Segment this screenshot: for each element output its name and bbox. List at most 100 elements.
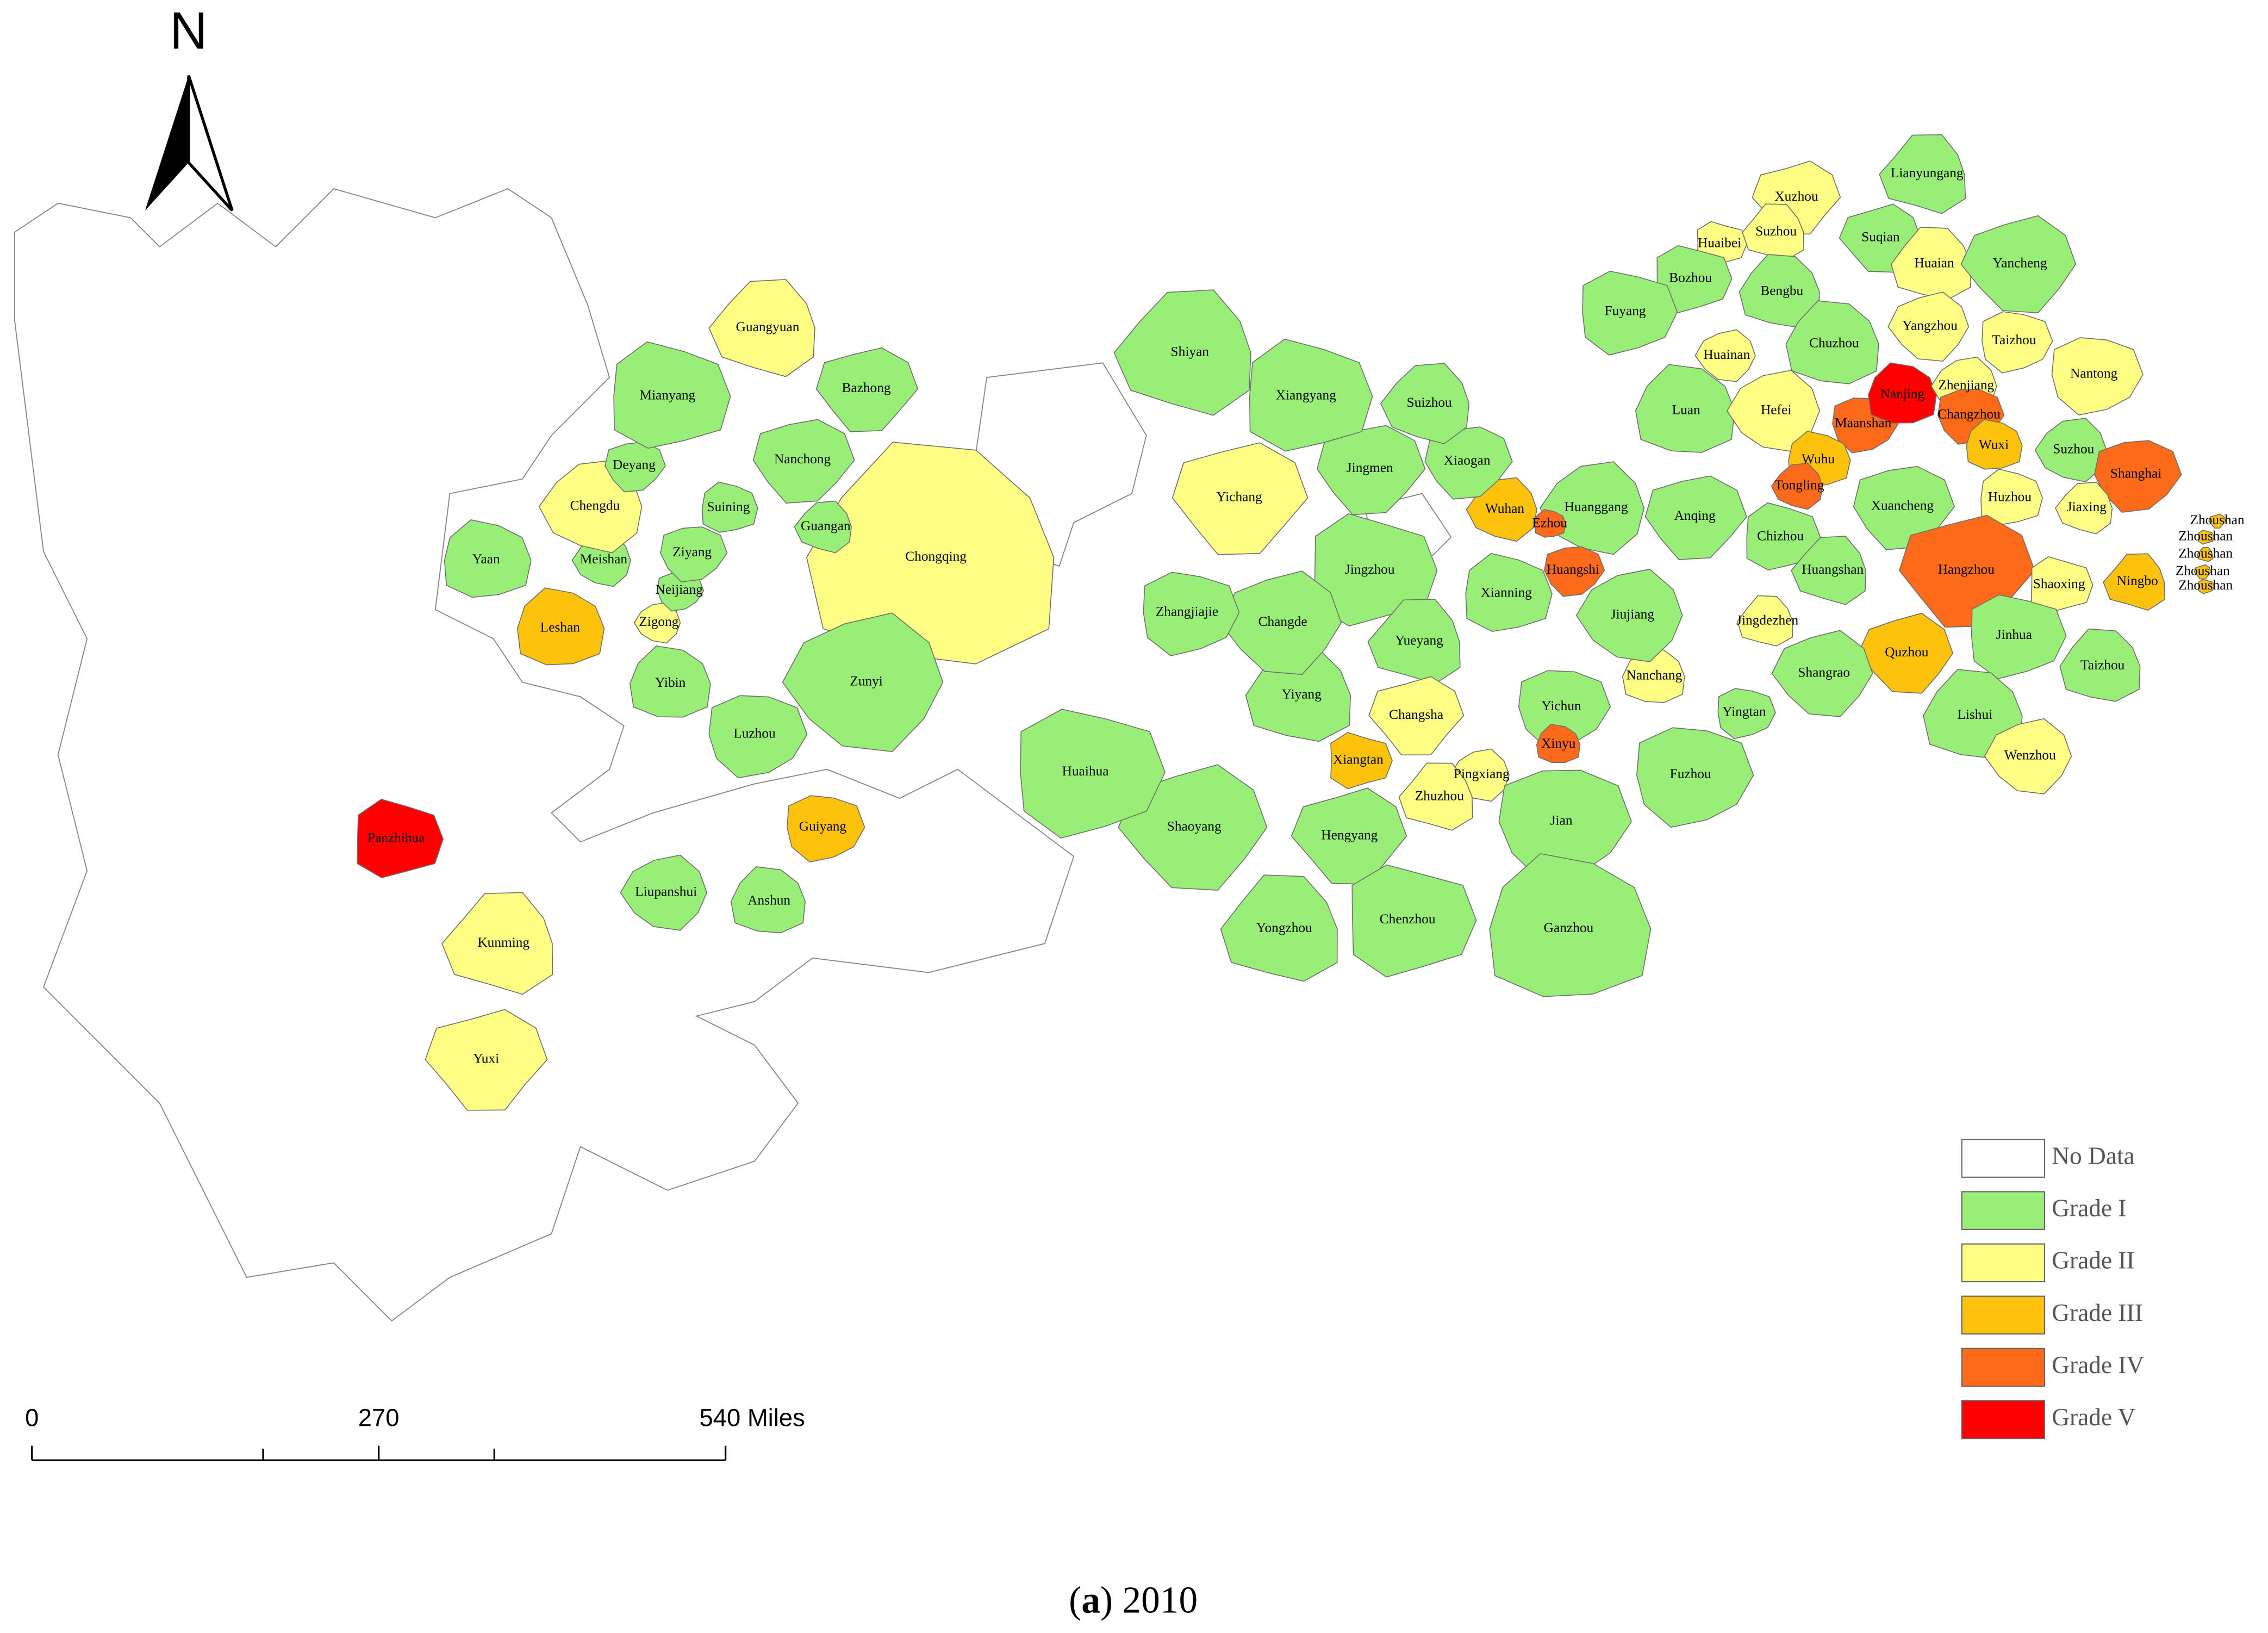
city-label: Nanjing — [1880, 386, 1925, 401]
legend-swatch — [1961, 1295, 2046, 1335]
city-label: Hengyang — [1321, 827, 1378, 842]
city-region — [1980, 468, 2043, 526]
city-label: Yueyang — [1395, 633, 1443, 648]
city-region — [1791, 536, 1866, 605]
scale-bar: 0 270 540 Miles — [25, 1404, 805, 1461]
city-label: Tongling — [1774, 477, 1824, 493]
city-region — [1143, 572, 1240, 656]
city-region — [708, 279, 815, 377]
city-label: Mianyang — [639, 388, 695, 403]
city-region — [2034, 418, 2107, 482]
city-label: Meishan — [580, 551, 628, 567]
city-region — [794, 500, 852, 554]
city-label: Ziyang — [672, 544, 712, 560]
city-region — [660, 526, 728, 582]
legend-swatch — [1961, 1348, 2046, 1387]
city-region — [1971, 594, 2067, 680]
city-region — [1636, 727, 1754, 828]
city-label: Lishui — [1957, 707, 1992, 722]
city-region — [1518, 670, 1611, 748]
city-label: Huanggang — [1565, 499, 1628, 514]
city-region — [1424, 426, 1513, 500]
city-label: Xuzhou — [1774, 189, 1818, 204]
city-label: Huangshan — [1802, 562, 1864, 577]
city-region — [1771, 630, 1873, 717]
city-region — [2196, 547, 2213, 562]
city-label: Luzhou — [733, 726, 776, 741]
city-label: Jingmen — [1347, 460, 1393, 475]
city-region — [1644, 475, 1747, 560]
city-label: Xuancheng — [1871, 498, 1934, 513]
city-region — [1890, 226, 1972, 301]
city-region — [1737, 595, 1793, 647]
city-label: Suzhou — [1755, 223, 1797, 239]
arrow-left — [145, 75, 189, 211]
city-label: Hangzhou — [1938, 562, 1995, 577]
city-label: Fuyang — [1605, 303, 1646, 319]
city-region — [1656, 245, 1733, 314]
city-label: Yiyang — [1282, 686, 1322, 701]
city-label: Ganzhou — [1544, 920, 1594, 935]
city-label: Chongqing — [905, 549, 967, 564]
city-region — [1330, 732, 1393, 790]
city-label: Jinhua — [1996, 627, 2032, 642]
city-region — [1575, 568, 1683, 662]
city-label: Chengdu — [570, 498, 620, 513]
city-label: Shangrao — [1798, 665, 1850, 680]
city-label: Bozhou — [1669, 270, 1712, 285]
city-region — [782, 612, 944, 753]
city-label: Wuxi — [1979, 437, 2009, 452]
city-label: Shaoyang — [1167, 818, 1222, 834]
north-arrow: N — [145, 2, 234, 212]
city-region — [1887, 291, 1970, 362]
city-label: Zunyi — [850, 673, 883, 688]
city-label: Ezhou — [1532, 515, 1567, 530]
legend-label: Grade III — [2052, 1299, 2142, 1326]
city-region — [1398, 762, 1473, 831]
legend: No Data Grade I Grade II Grade III Grade IV G… — [1961, 1139, 2145, 1439]
city-label: Chizhou — [1757, 528, 1804, 543]
arrow-right — [187, 75, 234, 212]
city-region — [752, 419, 855, 504]
city-region — [1368, 676, 1465, 756]
legend-label: Grade IV — [2052, 1351, 2144, 1379]
city-region — [2051, 337, 2144, 416]
city-region — [786, 795, 865, 863]
city-label: Ningbo — [2117, 573, 2158, 588]
scale-label: 540 Miles — [700, 1404, 805, 1432]
city-region — [1960, 215, 2077, 314]
city-region — [2194, 564, 2212, 580]
city-label: Xianning — [1480, 585, 1532, 600]
city-region — [1582, 270, 1678, 356]
city-region — [2198, 579, 2215, 594]
scale-label: 0 — [25, 1404, 39, 1432]
city-label: Xiangyang — [1276, 388, 1337, 403]
city-label: Anqing — [1674, 508, 1716, 523]
city-region — [1536, 724, 1581, 763]
city-label: Zhoushan — [2178, 546, 2233, 561]
city-label: Changsha — [1389, 707, 1443, 722]
city-label: Wenzhou — [2004, 748, 2056, 763]
city-label: Zhoushan — [2190, 512, 2245, 527]
city-region — [1249, 338, 1373, 452]
city-region — [444, 519, 532, 598]
city-label: Hefei — [1761, 402, 1791, 417]
legend-swatch — [1961, 1243, 2046, 1283]
city-region — [1717, 688, 1776, 740]
city-label: Shaoxing — [2033, 576, 2085, 592]
caption-part: a — [1081, 1579, 1100, 1621]
city-label: Suqian — [1861, 229, 1900, 245]
city-label: Jian — [1550, 813, 1573, 828]
city-label: Taizhou — [1992, 332, 2036, 347]
city-label: Anshun — [747, 892, 790, 908]
city-region — [708, 695, 808, 779]
city-region — [730, 866, 806, 934]
city-region — [1540, 461, 1645, 555]
city-region — [620, 854, 708, 931]
city-label: Yibin — [655, 675, 686, 690]
city-region — [1465, 552, 1553, 632]
city-label: Shanghai — [2110, 466, 2161, 481]
city-label: Zhangjiajie — [1156, 604, 1218, 619]
city-region — [1635, 364, 1735, 453]
city-label: Taizhou — [2080, 657, 2125, 673]
